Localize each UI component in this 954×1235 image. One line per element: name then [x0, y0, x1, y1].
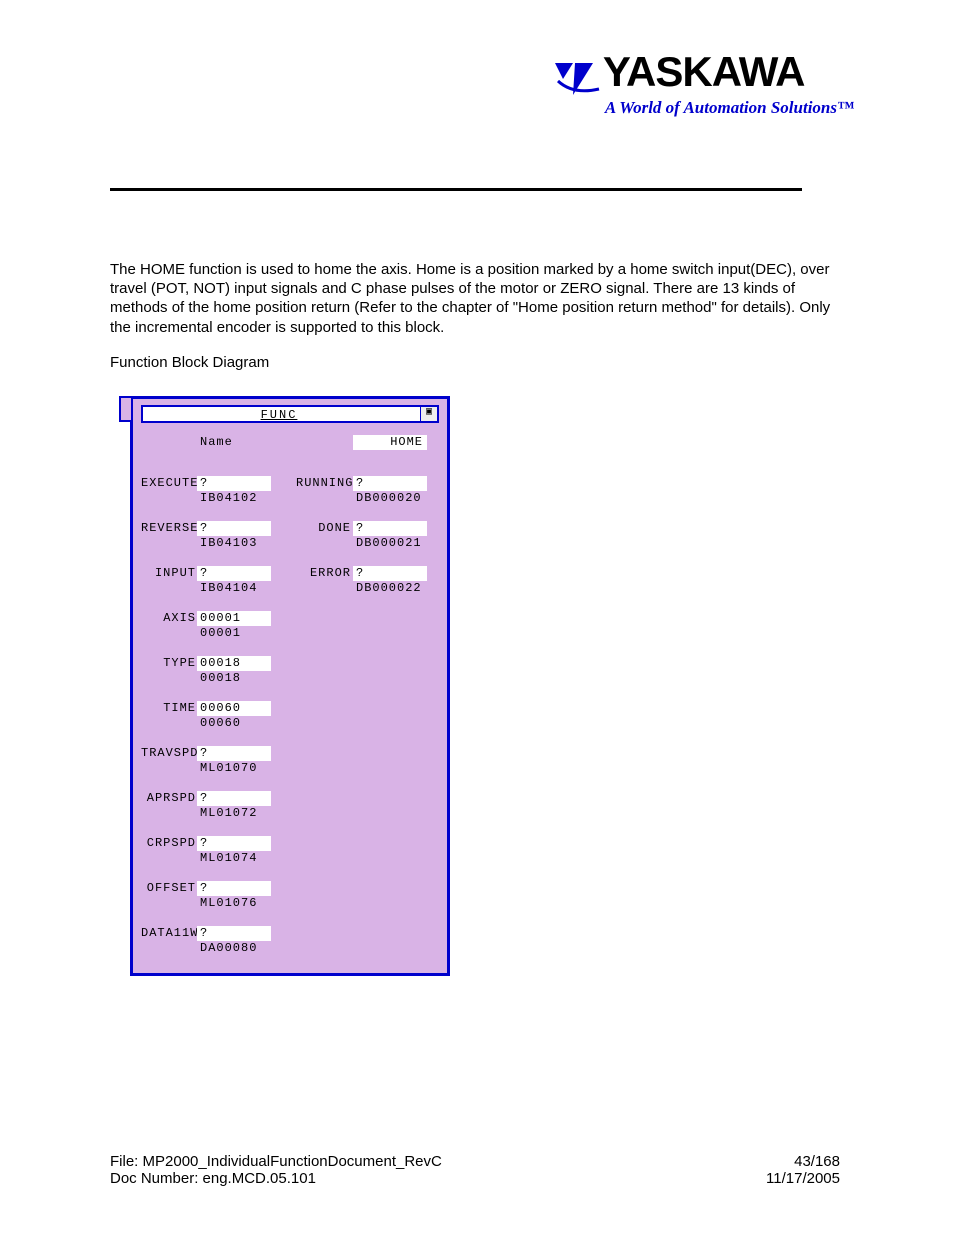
fbd-row: EXECUTE?RUNNING? — [133, 476, 447, 492]
footer-right: 43/168 11/17/2005 — [766, 1153, 840, 1187]
fbd-param-value[interactable]: ? — [197, 746, 271, 761]
fbd-row-sub: IB04103 DB000021 — [133, 536, 447, 552]
yaskawa-swoosh-icon — [553, 61, 601, 102]
fbd-row-sub: DA00080 — [133, 941, 447, 957]
fbd-output-address: DB000020 — [356, 491, 422, 505]
fbd-output-value[interactable]: ? — [353, 521, 427, 536]
fbd-param-label: DATA11W — [141, 926, 196, 940]
fbd-param-label: CRPSPD — [141, 836, 196, 850]
footer-date: 11/17/2005 — [766, 1170, 840, 1187]
fbd-param-value[interactable]: ? — [197, 836, 271, 851]
fbd-row: TIME00060 — [133, 701, 447, 717]
fbd-row-sub: IB04102 DB000020 — [133, 491, 447, 507]
subheading: Function Block Diagram — [110, 354, 269, 371]
footer-page: 43/168 — [766, 1153, 840, 1170]
fbd-row-sub: ML01076 — [133, 896, 447, 912]
fbd-row-sub: 00018 — [133, 671, 447, 687]
footer-file: File: MP2000_IndividualFunctionDocument_… — [110, 1153, 442, 1170]
fbd-param-value[interactable]: 00060 — [197, 701, 271, 716]
fbd-row-sub: 00001 — [133, 626, 447, 642]
logo-main-row: YASKAWA — [553, 48, 854, 102]
fbd-param-address: IB04104 — [200, 581, 257, 595]
fbd-param-value[interactable]: ? — [197, 926, 271, 941]
fbd-param-value[interactable]: 00001 — [197, 611, 271, 626]
fbd-row: CRPSPD? — [133, 836, 447, 852]
fbd-param-label: OFFSET — [141, 881, 196, 895]
fbd-param-label: TRAVSPD — [141, 746, 196, 760]
fbd-param-value[interactable]: ? — [197, 521, 271, 536]
fbd-header-right-value: HOME — [353, 435, 427, 450]
fbd-row: OFFSET? — [133, 881, 447, 897]
fbd-output-label: RUNNING — [296, 476, 351, 490]
footer-left: File: MP2000_IndividualFunctionDocument_… — [110, 1153, 442, 1187]
fbd-output-value[interactable]: ? — [353, 476, 427, 491]
fbd-row: REVERSE?DONE? — [133, 521, 447, 537]
fbd-header-left-label: Name — [200, 435, 233, 449]
logo-brand: YASKAWA — [603, 48, 805, 95]
fbd-param-value[interactable]: ? — [197, 566, 271, 581]
fbd-param-address: 00060 — [200, 716, 241, 730]
fbd-row: AXIS00001 — [133, 611, 447, 627]
fbd-output-label: DONE — [296, 521, 351, 535]
fbd-param-address: ML01072 — [200, 806, 257, 820]
fbd-row-sub: ML01070 — [133, 761, 447, 777]
fbd-output-address: DB000021 — [356, 536, 422, 550]
fbd-param-label: REVERSE — [141, 521, 196, 535]
fbd-param-label: TYPE — [141, 656, 196, 670]
dropdown-icon[interactable]: ▣ — [420, 407, 437, 421]
fbd-param-value[interactable]: ? — [197, 881, 271, 896]
fbd-row-sub: ML01074 — [133, 851, 447, 867]
fbd-param-address: ML01076 — [200, 896, 257, 910]
fbd-param-label: INPUT — [141, 566, 196, 580]
fbd-param-address: IB04103 — [200, 536, 257, 550]
fbd-header-row: Name HOME — [133, 435, 447, 451]
fbd-param-label: APRSPD — [141, 791, 196, 805]
page: YASKAWA A World of Automation Solutions™… — [0, 0, 954, 1235]
page-footer: File: MP2000_IndividualFunctionDocument_… — [110, 1153, 840, 1187]
fbd-output-address: DB000022 — [356, 581, 422, 595]
fbd-param-label: TIME — [141, 701, 196, 715]
fbd-row-sub: 00060 — [133, 716, 447, 732]
fbd-output-label: ERROR — [296, 566, 351, 580]
fbd-title: FUNC — [143, 408, 415, 422]
fbd-param-label: EXECUTE — [141, 476, 196, 490]
fbd-param-address: 00001 — [200, 626, 241, 640]
fbd-row: APRSPD? — [133, 791, 447, 807]
fbd-row: TRAVSPD? — [133, 746, 447, 762]
fbd-param-address: DA00080 — [200, 941, 257, 955]
fbd-titlebar: FUNC ▣ — [141, 405, 439, 423]
fbd-param-address: ML01070 — [200, 761, 257, 775]
fbd-output-value[interactable]: ? — [353, 566, 427, 581]
fbd-row-sub: IB04104 DB000022 — [133, 581, 447, 597]
fbd-row-sub: ML01072 — [133, 806, 447, 822]
fbd-row: INPUT?ERROR? — [133, 566, 447, 582]
fbd-tab-icon — [119, 396, 131, 422]
body-paragraph: The HOME function is used to home the ax… — [110, 260, 850, 337]
fbd-param-value[interactable]: 00018 — [197, 656, 271, 671]
fbd-param-label: AXIS — [141, 611, 196, 625]
fbd-param-address: IB04102 — [200, 491, 257, 505]
fbd-row: TYPE00018 — [133, 656, 447, 672]
fbd-param-value[interactable]: ? — [197, 791, 271, 806]
function-block-diagram: FUNC ▣ Name HOME EXECUTE?RUNNING?IB04102… — [130, 396, 450, 976]
fbd-row: DATA11W? — [133, 926, 447, 942]
fbd-param-value[interactable]: ? — [197, 476, 271, 491]
header-rule — [110, 188, 802, 191]
footer-doc: Doc Number: eng.MCD.05.101 — [110, 1170, 442, 1187]
logo-block: YASKAWA A World of Automation Solutions™ — [553, 48, 854, 118]
fbd-param-address: 00018 — [200, 671, 241, 685]
fbd-param-address: ML01074 — [200, 851, 257, 865]
